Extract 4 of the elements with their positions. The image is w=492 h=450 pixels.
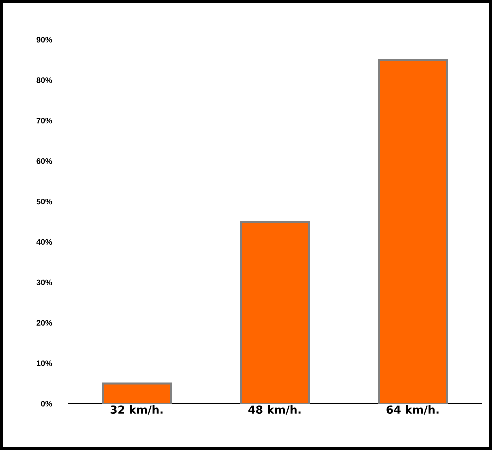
x-tick-label: 32 km/h. <box>110 406 163 415</box>
x-tick-label: 48 km/h. <box>248 406 301 415</box>
bar <box>378 59 448 404</box>
x-tick-label: 64 km/h. <box>386 406 439 415</box>
